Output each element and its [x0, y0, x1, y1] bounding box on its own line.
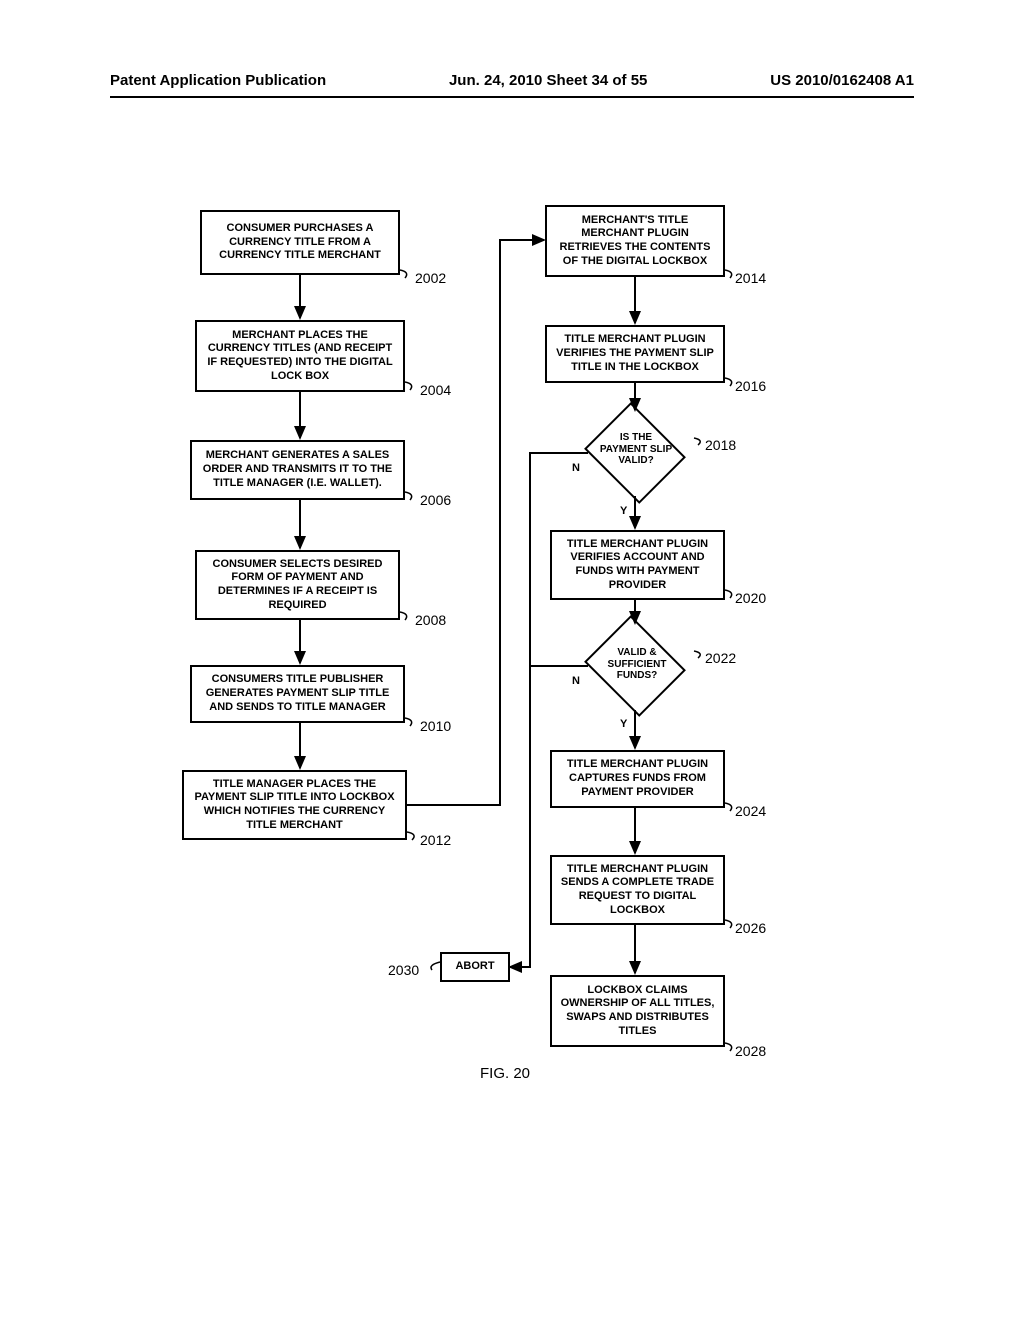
- node-2010-text: CONSUMERS TITLE PUBLISHER GENERATES PAYM…: [198, 673, 397, 714]
- ref-2008: 2008: [415, 612, 446, 628]
- page-header: Patent Application Publication Jun. 24, …: [0, 72, 1024, 89]
- node-2014: MERCHANT'S TITLE MERCHANT PLUGIN RETRIEV…: [545, 205, 725, 277]
- header-left: Patent Application Publication: [110, 72, 326, 89]
- node-2016-text: TITLE MERCHANT PLUGIN VERIFIES THE PAYME…: [553, 333, 717, 374]
- header-rule: [110, 96, 914, 98]
- node-2006-text: MERCHANT GENERATES A SALES ORDER AND TRA…: [198, 449, 397, 490]
- header-center: Jun. 24, 2010 Sheet 34 of 55: [449, 72, 647, 89]
- node-2028: LOCKBOX CLAIMS OWNERSHIP OF ALL TITLES, …: [550, 975, 725, 1047]
- node-2012: TITLE MANAGER PLACES THE PAYMENT SLIP TI…: [182, 770, 407, 840]
- node-2006: MERCHANT GENERATES A SALES ORDER AND TRA…: [190, 440, 405, 500]
- node-2030: ABORT: [440, 952, 510, 982]
- node-2028-text: LOCKBOX CLAIMS OWNERSHIP OF ALL TITLES, …: [558, 984, 717, 1039]
- ref-2010: 2010: [420, 718, 451, 734]
- ref-2024: 2024: [735, 803, 766, 819]
- connectors: [0, 0, 1024, 1320]
- ref-2022: 2022: [705, 650, 736, 666]
- d2018-n: N: [572, 462, 580, 474]
- ref-2026: 2026: [735, 920, 766, 936]
- node-2016: TITLE MERCHANT PLUGIN VERIFIES THE PAYME…: [545, 325, 725, 383]
- ref-2012: 2012: [420, 832, 451, 848]
- ref-2028: 2028: [735, 1043, 766, 1059]
- node-2012-text: TITLE MANAGER PLACES THE PAYMENT SLIP TI…: [190, 778, 399, 833]
- ref-2006: 2006: [420, 492, 451, 508]
- diamond-2018: [584, 402, 686, 504]
- ref-2016: 2016: [735, 378, 766, 394]
- ref-2014: 2014: [735, 270, 766, 286]
- ref-2030: 2030: [388, 962, 419, 978]
- node-2002-text: CONSUMER PURCHASES A CURRENCY TITLE FROM…: [208, 222, 392, 263]
- node-2008-text: CONSUMER SELECTS DESIRED FORM OF PAYMENT…: [203, 558, 392, 613]
- ref-2002: 2002: [415, 270, 446, 286]
- figure-label: FIG. 20: [480, 1065, 530, 1082]
- header-right: US 2010/0162408 A1: [770, 72, 914, 89]
- node-2020-text: TITLE MERCHANT PLUGIN VERIFIES ACCOUNT A…: [558, 538, 717, 593]
- node-2004-text: MERCHANT PLACES THE CURRENCY TITLES (AND…: [203, 329, 397, 384]
- d2022-n: N: [572, 675, 580, 687]
- node-2020: TITLE MERCHANT PLUGIN VERIFIES ACCOUNT A…: [550, 530, 725, 600]
- diamond-2022: [584, 615, 686, 717]
- node-2004: MERCHANT PLACES THE CURRENCY TITLES (AND…: [195, 320, 405, 392]
- page-container: Patent Application Publication Jun. 24, …: [0, 0, 1024, 1320]
- node-2030-text: ABORT: [455, 960, 494, 974]
- node-2008: CONSUMER SELECTS DESIRED FORM OF PAYMENT…: [195, 550, 400, 620]
- node-2024-text: TITLE MERCHANT PLUGIN CAPTURES FUNDS FRO…: [558, 758, 717, 799]
- node-2026-text: TITLE MERCHANT PLUGIN SENDS A COMPLETE T…: [558, 863, 717, 918]
- ref-2018: 2018: [705, 437, 736, 453]
- node-2014-text: MERCHANT'S TITLE MERCHANT PLUGIN RETRIEV…: [553, 214, 717, 269]
- ref-2004: 2004: [420, 382, 451, 398]
- node-2024: TITLE MERCHANT PLUGIN CAPTURES FUNDS FRO…: [550, 750, 725, 808]
- node-2026: TITLE MERCHANT PLUGIN SENDS A COMPLETE T…: [550, 855, 725, 925]
- d2022-y: Y: [620, 718, 627, 730]
- node-2010: CONSUMERS TITLE PUBLISHER GENERATES PAYM…: [190, 665, 405, 723]
- ref-2020: 2020: [735, 590, 766, 606]
- d2018-y: Y: [620, 505, 627, 517]
- node-2002: CONSUMER PURCHASES A CURRENCY TITLE FROM…: [200, 210, 400, 275]
